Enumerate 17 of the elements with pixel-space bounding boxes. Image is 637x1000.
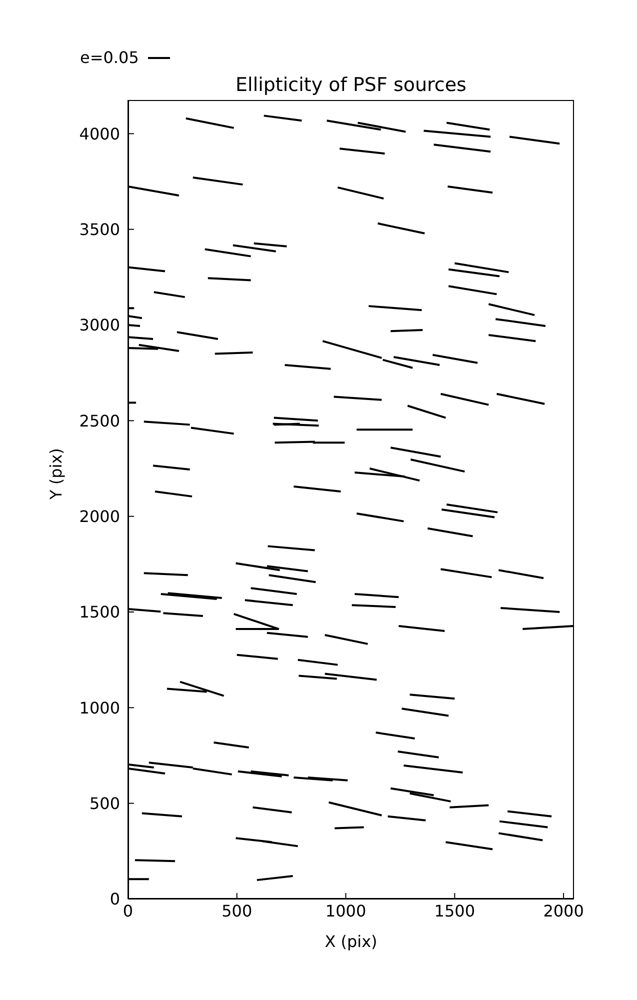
chart-title: Ellipticity of PSF sources — [234, 74, 468, 96]
x-tick-label: 1500 — [434, 901, 476, 920]
text: e=0.05 — [80, 48, 139, 67]
x-tick-label: 2000 — [543, 901, 584, 920]
x-axis-title: X (pix) — [324, 932, 378, 951]
y-tick-label: 3500 — [79, 220, 120, 240]
y-tick-label: 500 — [89, 794, 120, 814]
x-tick-label: 0 — [122, 901, 134, 920]
y-tick-label: 1000 — [79, 698, 120, 718]
x-tick-label: 500 — [222, 901, 252, 920]
y-tick-label: 1500 — [79, 602, 120, 622]
x-tick-label: 1000 — [325, 901, 366, 920]
y-tick-label: 2000 — [79, 507, 120, 526]
y-axis-title: Y (pix) — [46, 448, 66, 500]
y-tick-label: 2500 — [79, 411, 120, 430]
y-tick-label: 3000 — [79, 316, 120, 335]
y-tick-label: 4000 — [79, 124, 120, 144]
